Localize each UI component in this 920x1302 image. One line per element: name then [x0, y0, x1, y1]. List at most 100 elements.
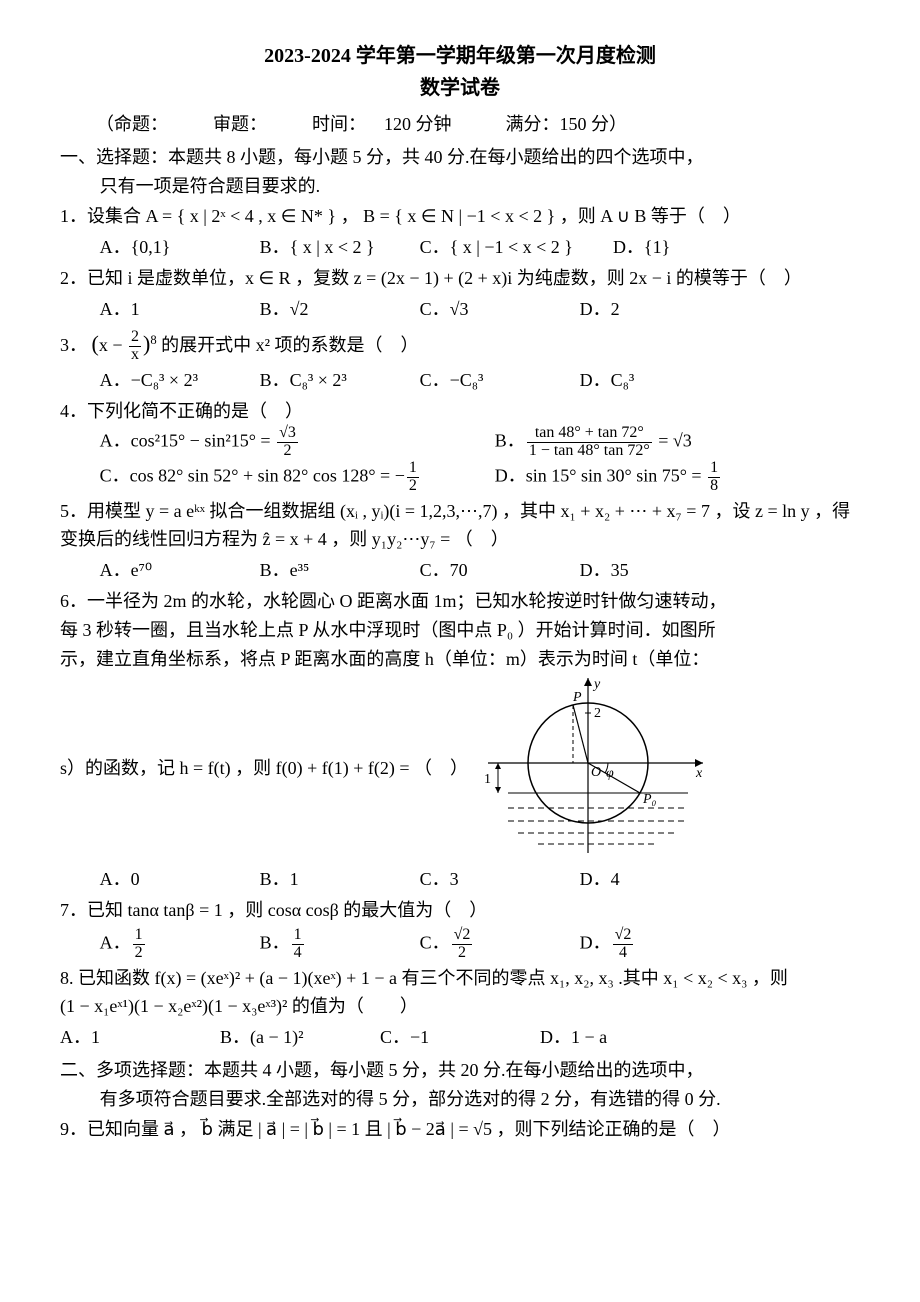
- tick-2-label: 2: [594, 706, 601, 721]
- q7a-den: 2: [133, 945, 145, 962]
- q5-option-d: D．35: [580, 556, 700, 585]
- q4-option-b: B．tan 48° + tan 72°1 − tan 48° tan 72° =…: [495, 425, 860, 460]
- q4b-den: 1 − tan 48° tan 72°: [527, 443, 652, 460]
- question-5: 5．用模型 y = a eᵏˣ 拟合一组数据组 (xᵢ , yᵢ)(i = 1,…: [60, 497, 860, 585]
- axis-x-label: x: [695, 766, 703, 781]
- section-1-head-line1: 一、选择题：本题共 8 小题，每小题 5 分，共 40 分.在每小题给出的四个选…: [60, 143, 860, 172]
- q4c-pre: C．cos 82° sin 52° + sin 82° cos 128° = −: [100, 465, 405, 485]
- exam-meta: （命题： 审题： 时间： 120 分钟 满分：150 分）: [60, 110, 860, 139]
- q6-stem-line3: 示，建立直角坐标系，将点 P 距离水面的高度 h（单位：m）表示为时间 t（单位…: [60, 645, 860, 674]
- q4-option-c: C．cos 82° sin 52° + sin 82° cos 128° = −…: [100, 460, 465, 495]
- q8-option-b: B．(a − 1)²: [220, 1023, 340, 1052]
- axis-y-label: y: [592, 677, 601, 692]
- q4c-den: 2: [407, 478, 419, 495]
- question-3: 3． (x − 2x)8 的展开式中 x² 项的系数是（ ） A．−C₈³ × …: [60, 326, 860, 395]
- q7d-den: 4: [613, 945, 634, 962]
- question-1: 1．设集合 A = { x | 2ˣ < 4 , x ∈ N* } ， B = …: [60, 202, 860, 262]
- q6-option-d: D．4: [580, 865, 700, 894]
- point-p0-label: P₀: [642, 792, 657, 807]
- q6-diagram: y x O P P₀ φ 2 1: [478, 673, 708, 863]
- q7-option-c: C．√22: [420, 927, 540, 962]
- q8-option-c: C．−1: [380, 1023, 500, 1052]
- q2-stem: 2．已知 i 是虚数单位，x ∈ R ，复数 z = (2x − 1) + (2…: [60, 264, 860, 293]
- q7d-num: √2: [613, 927, 634, 945]
- question-4: 4．下列化简不正确的是（ ） A．cos²15° − sin²15° = √32…: [60, 397, 860, 495]
- q4-option-a: A．cos²15° − sin²15° = √32: [100, 425, 465, 460]
- q4a-num: √3: [277, 425, 298, 443]
- q7-option-b: B．14: [260, 927, 380, 962]
- question-7: 7．已知 tanα tanβ = 1 ，则 cosα cosβ 的最大值为（ ）…: [60, 896, 860, 961]
- q6-stem-line1: 6．一半径为 2m 的水轮，水轮圆心 O 距离水面 1m；已知水轮按逆时针做匀速…: [60, 587, 860, 616]
- q4b-num: tan 48° + tan 72°: [527, 425, 652, 443]
- q2-option-c: C．√3: [420, 295, 540, 324]
- q5-stem-line2: 变换后的线性回归方程为 ẑ = x + 4 ，则 y₁y₂⋯y₇ = （ ）: [60, 525, 860, 554]
- q5-stem-line1: 5．用模型 y = a eᵏˣ 拟合一组数据组 (xᵢ , yᵢ)(i = 1,…: [60, 497, 860, 526]
- q4-stem: 4．下列化简不正确的是（ ）: [60, 397, 860, 426]
- q8-option-d: D．1 − a: [540, 1023, 660, 1052]
- q7c-den: 2: [452, 945, 473, 962]
- q7-option-d: D．√24: [580, 927, 700, 962]
- question-2: 2．已知 i 是虚数单位，x ∈ R ，复数 z = (2x − 1) + (2…: [60, 264, 860, 324]
- q3-stem-post: 的展开式中 x² 项的系数是（ ）: [161, 335, 418, 355]
- q1-option-d: D．{1}: [613, 233, 733, 262]
- tick-1-label: 1: [484, 772, 491, 787]
- q4d-num: 1: [708, 460, 720, 478]
- q3-frac-num: 2: [129, 329, 141, 347]
- section-1-head-line2: 只有一项是符合题目要求的.: [60, 172, 860, 201]
- q5-option-b: B．e³⁵: [260, 556, 380, 585]
- q4a-pre: A．cos²15° − sin²15° =: [100, 431, 276, 451]
- q1-option-a: A．{0,1}: [100, 233, 220, 262]
- question-8: 8. 已知函数 f(x) = (xeˣ)² + (a − 1)(xeˣ) + 1…: [60, 964, 860, 1052]
- q3-stem: 3． (x − 2x)8 的展开式中 x² 项的系数是（ ）: [60, 326, 860, 364]
- q1-stem: 1．设集合 A = { x | 2ˣ < 4 , x ∈ N* } ， B = …: [60, 202, 860, 231]
- q7b-num: 1: [292, 927, 304, 945]
- q7c-pre: C．: [420, 932, 450, 952]
- page-title: 2023-2024 学年第一学期年级第一次月度检测: [60, 40, 860, 72]
- q7d-pre: D．: [580, 932, 611, 952]
- q6-option-b: B．1: [260, 865, 380, 894]
- q2-option-d: D．2: [580, 295, 700, 324]
- q6-option-a: A．0: [100, 865, 220, 894]
- q1-option-b: B．{ x | x < 2 }: [260, 233, 380, 262]
- point-p-label: P: [572, 690, 582, 705]
- origin-label: O: [591, 765, 601, 780]
- q8-stem-line2: (1 − x₁eˣ¹)(1 − x₂eˣ²)(1 − x₃eˣ³)² 的值为（ …: [60, 992, 860, 1021]
- q3-option-a: A．−C₈³ × 2³: [100, 366, 220, 395]
- q3-stem-pre: 3．: [60, 335, 87, 355]
- q3-option-d: D．C₈³: [580, 366, 700, 395]
- q6-option-c: C．3: [420, 865, 540, 894]
- q9-stem: 9．已知向量 a⃗ ， b⃗ 满足 | a⃗ | = | b⃗ | = 1 且 …: [60, 1115, 860, 1144]
- question-6: 6．一半径为 2m 的水轮，水轮圆心 O 距离水面 1m；已知水轮按逆时针做匀速…: [60, 587, 860, 894]
- q3-option-b: B．C₈³ × 2³: [260, 366, 380, 395]
- q7a-num: 1: [133, 927, 145, 945]
- q7b-den: 4: [292, 945, 304, 962]
- q4c-num: 1: [407, 460, 419, 478]
- angle-phi-label: φ: [606, 766, 614, 781]
- q7b-pre: B．: [260, 932, 290, 952]
- q4d-pre: D．sin 15° sin 30° sin 75° =: [495, 465, 706, 485]
- q7-option-a: A．12: [100, 927, 220, 962]
- q7-stem: 7．已知 tanα tanβ = 1 ，则 cosα cosβ 的最大值为（ ）: [60, 896, 860, 925]
- q4b-post: = √3: [654, 431, 692, 451]
- q8-option-a: A．1: [60, 1023, 180, 1052]
- q4b-pre: B．: [495, 431, 525, 451]
- q4-option-d: D．sin 15° sin 30° sin 75° = 18: [495, 460, 860, 495]
- q4d-den: 8: [708, 478, 720, 495]
- q6-stem-line4: s）的函数，记 h = f(t) ，则 f(0) + f(1) + f(2) =…: [60, 754, 468, 783]
- q6-stem-line2: 每 3 秒转一圈，且当水轮上点 P 从水中浮现时（图中点 P₀ ）开始计算时间．…: [60, 616, 860, 645]
- q5-option-a: A．e⁷⁰: [100, 556, 220, 585]
- q1-option-c: C．{ x | −1 < x < 2 }: [420, 233, 573, 262]
- q4a-den: 2: [277, 443, 298, 460]
- q8-stem-line1: 8. 已知函数 f(x) = (xeˣ)² + (a − 1)(xeˣ) + 1…: [60, 964, 860, 993]
- q3-frac-den: x: [129, 347, 141, 364]
- q2-option-a: A．1: [100, 295, 220, 324]
- q3-option-c: C．−C₈³: [420, 366, 540, 395]
- page-subtitle: 数学试卷: [60, 72, 860, 104]
- question-9: 9．已知向量 a⃗ ， b⃗ 满足 | a⃗ | = | b⃗ | = 1 且 …: [60, 1115, 860, 1144]
- q5-option-c: C．70: [420, 556, 540, 585]
- section-2-head-line1: 二、多项选择题：本题共 4 小题，每小题 5 分，共 20 分.在每小题给出的选…: [60, 1056, 860, 1085]
- q7c-num: √2: [452, 927, 473, 945]
- q2-option-b: B．√2: [260, 295, 380, 324]
- q7a-pre: A．: [100, 932, 131, 952]
- section-2-head-line2: 有多项符合题目要求.全部选对的得 5 分，部分选对的得 2 分，有选错的得 0 …: [60, 1085, 860, 1114]
